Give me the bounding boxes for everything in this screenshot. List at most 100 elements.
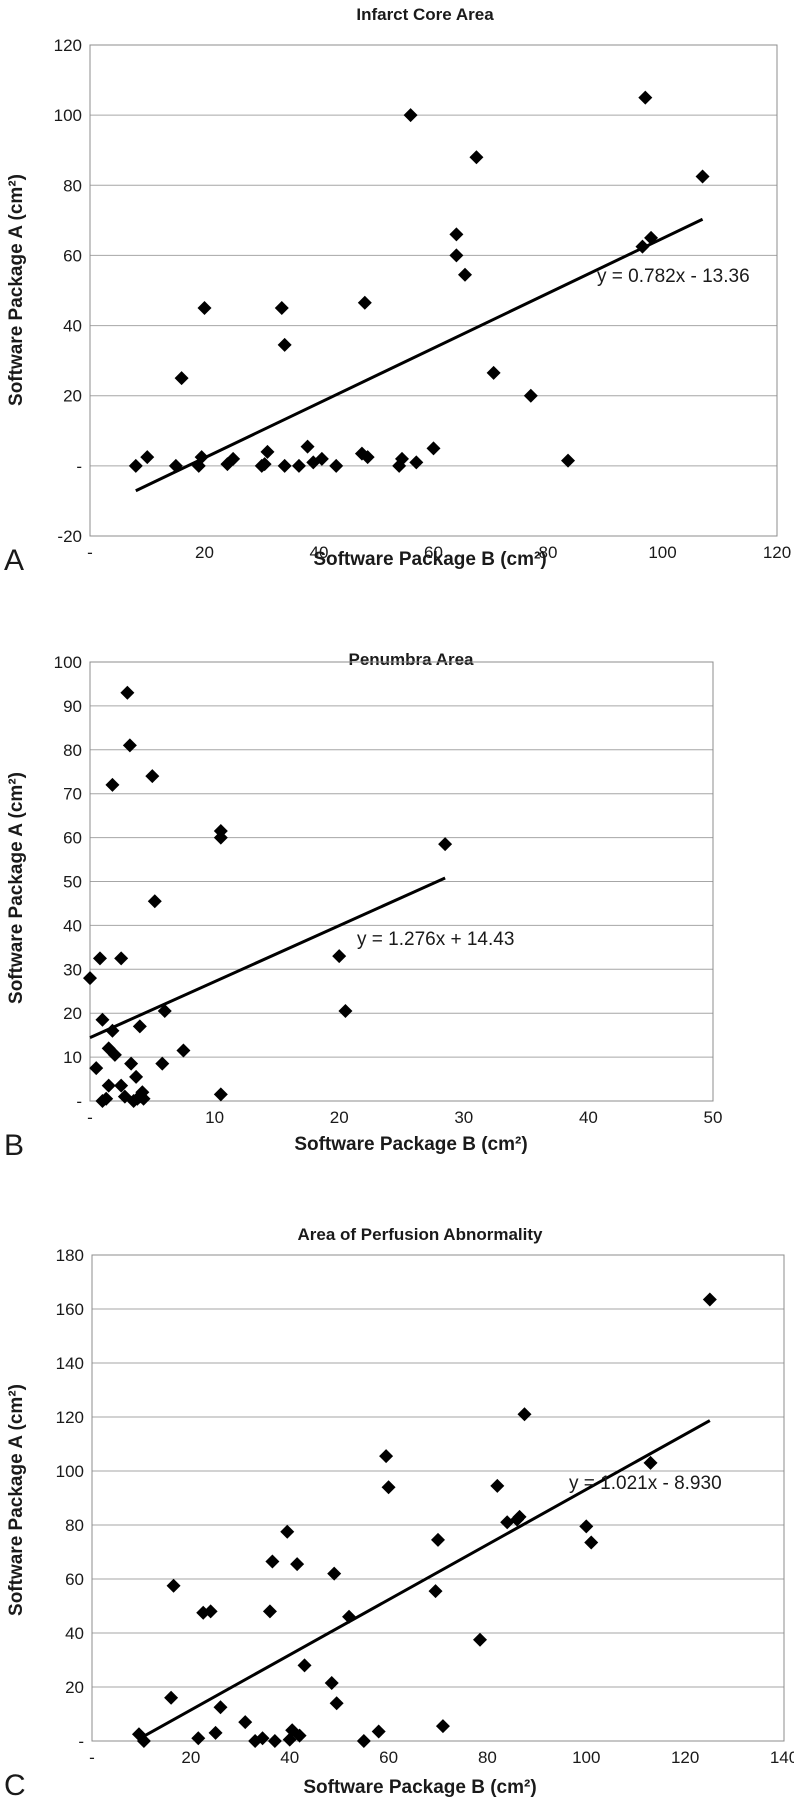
y-tick-label: -20 bbox=[57, 527, 82, 546]
data-point bbox=[265, 1554, 280, 1569]
y-tick-label: 20 bbox=[63, 387, 82, 406]
data-point bbox=[105, 1023, 120, 1038]
data-point bbox=[132, 1019, 147, 1034]
x-axis-label: Software Package B (cm²) bbox=[313, 549, 546, 570]
data-point bbox=[89, 1061, 104, 1076]
x-tick-label: 100 bbox=[572, 1748, 600, 1767]
data-point bbox=[176, 1043, 191, 1058]
data-point bbox=[122, 738, 137, 753]
data-point bbox=[490, 1478, 505, 1493]
data-point bbox=[428, 1584, 443, 1599]
data-point bbox=[194, 450, 209, 465]
data-point bbox=[168, 458, 183, 473]
x-tick-label: 10 bbox=[205, 1108, 224, 1127]
plot-frame bbox=[91, 1254, 785, 1742]
data-point bbox=[174, 371, 189, 386]
y-tick-label: 10 bbox=[63, 1048, 82, 1067]
data-point bbox=[643, 1455, 658, 1470]
data-point bbox=[213, 1700, 228, 1715]
data-point bbox=[105, 777, 120, 792]
x-tick-label: - bbox=[87, 1108, 93, 1127]
y-tick-label: 50 bbox=[63, 873, 82, 892]
panel-letter: C bbox=[4, 1769, 26, 1800]
data-point bbox=[579, 1519, 594, 1534]
data-point bbox=[277, 458, 292, 473]
data-point bbox=[120, 685, 135, 700]
x-tick-label: 120 bbox=[763, 543, 791, 562]
data-point bbox=[449, 227, 464, 242]
data-point bbox=[101, 1078, 116, 1093]
data-point bbox=[438, 837, 453, 852]
data-point bbox=[203, 1604, 218, 1619]
data-point bbox=[403, 108, 418, 123]
y-tick-label: 80 bbox=[63, 176, 82, 195]
data-point bbox=[260, 444, 275, 459]
x-tick-label: 20 bbox=[181, 1748, 200, 1767]
data-point bbox=[512, 1509, 527, 1524]
data-point bbox=[324, 1675, 339, 1690]
data-point bbox=[83, 971, 97, 986]
data-point bbox=[702, 1292, 717, 1307]
x-tick-label: 120 bbox=[671, 1748, 699, 1767]
data-point bbox=[342, 1609, 357, 1624]
data-point bbox=[395, 451, 410, 466]
y-tick-label: 100 bbox=[54, 106, 82, 125]
x-tick-label: 60 bbox=[424, 543, 443, 562]
y-tick-label: 80 bbox=[65, 1516, 84, 1535]
chart-title: Penumbra Area bbox=[348, 650, 474, 669]
y-axis-label: Software Package A (cm²) bbox=[6, 772, 27, 1004]
x-tick-label: 20 bbox=[195, 543, 214, 562]
data-point bbox=[381, 1480, 396, 1495]
tick-labels: - 10 20 30 40 50 60 70 80 90 100 - 10 20 30 40 50 bbox=[54, 653, 723, 1127]
data-point bbox=[213, 830, 228, 845]
data-point bbox=[197, 301, 212, 316]
trendline bbox=[89, 876, 446, 1040]
y-tick-label: 40 bbox=[63, 317, 82, 336]
data-point bbox=[356, 1734, 371, 1748]
data-point bbox=[277, 337, 292, 352]
y-tick-label: 180 bbox=[56, 1246, 84, 1265]
y-tick-label: 80 bbox=[63, 741, 82, 760]
data-point bbox=[124, 1056, 139, 1071]
data-point bbox=[267, 1734, 282, 1748]
data-point bbox=[280, 1524, 295, 1539]
data-point bbox=[371, 1724, 386, 1739]
x-tick-label: 80 bbox=[478, 1748, 497, 1767]
chart-penumbra: Penumbra Area - 10 20 30 40 50 60 70 80 90 100 - 10 2… bbox=[4, 650, 722, 1162]
x-tick-label: 20 bbox=[330, 1108, 349, 1127]
data-point bbox=[561, 453, 576, 468]
data-point bbox=[486, 365, 501, 380]
y-tick-label: 120 bbox=[54, 36, 82, 55]
x-tick-label: - bbox=[89, 1748, 95, 1767]
x-tick-label: 30 bbox=[454, 1108, 473, 1127]
data-point bbox=[290, 1557, 305, 1572]
y-tick-label: 60 bbox=[63, 829, 82, 848]
y-tick-label: 120 bbox=[56, 1408, 84, 1427]
y-tick-label: 40 bbox=[65, 1624, 84, 1643]
y-tick-label: 100 bbox=[56, 1462, 84, 1481]
data-point bbox=[435, 1719, 450, 1734]
x-tick-label: 80 bbox=[539, 543, 558, 562]
x-tick-label: 40 bbox=[280, 1748, 299, 1767]
data-point bbox=[644, 230, 659, 245]
data-point bbox=[136, 1091, 151, 1106]
panel-letter: A bbox=[4, 544, 24, 577]
data-point bbox=[191, 1731, 206, 1746]
y-tick-label: 60 bbox=[63, 246, 82, 265]
data-point bbox=[92, 951, 107, 966]
trendline bbox=[135, 217, 704, 493]
y-axis-label: Software Package A (cm²) bbox=[6, 1384, 27, 1616]
y-tick-label: 160 bbox=[56, 1300, 84, 1319]
gridlines bbox=[90, 661, 713, 1102]
chart-title: Infarct Core Area bbox=[356, 5, 494, 24]
data-point bbox=[360, 450, 375, 465]
x-tick-label: 40 bbox=[579, 1108, 598, 1127]
trendline-equation: y = 0.782x - 13.36 bbox=[597, 266, 750, 287]
tick-labels: - 20 40 60 80 100 120 140 160 180 - 20 40 60 80 100 120 1… bbox=[56, 1246, 794, 1767]
data-point bbox=[99, 1091, 114, 1106]
data-point bbox=[128, 458, 143, 473]
y-axis-label: Software Package A (cm²) bbox=[6, 174, 27, 406]
y-tick-label: 20 bbox=[63, 1004, 82, 1023]
data-point bbox=[431, 1532, 445, 1547]
